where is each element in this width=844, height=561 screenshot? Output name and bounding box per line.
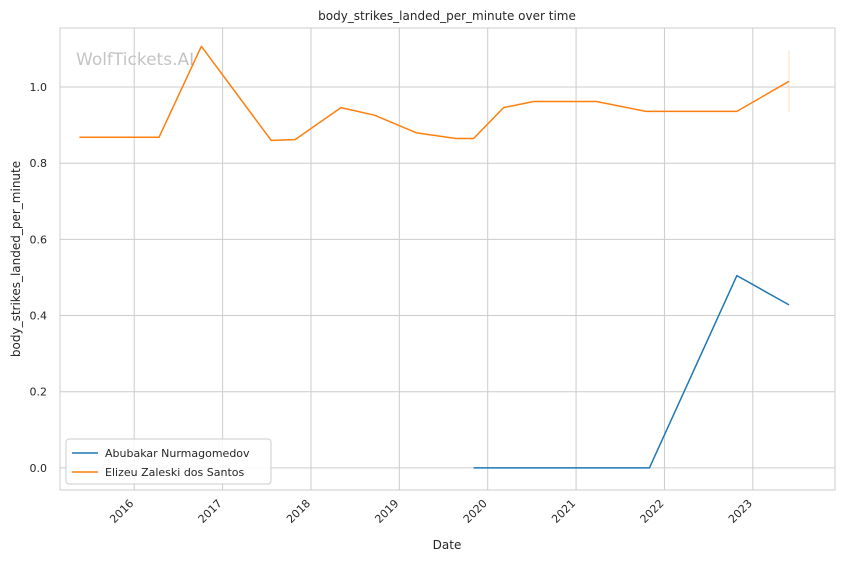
y-tick-label: 0.0 bbox=[30, 462, 48, 475]
y-tick-label: 0.8 bbox=[30, 157, 48, 170]
x-gridlines bbox=[133, 28, 754, 490]
series-layer bbox=[79, 45, 790, 469]
y-tick-labels: 0.0 0.2 0.4 0.6 0.8 1.0 bbox=[30, 81, 48, 475]
y-axis-label: body_strikes_landed_per_minute bbox=[9, 161, 23, 357]
y-tick-label: 0.4 bbox=[30, 310, 48, 323]
series-line-1 bbox=[79, 45, 790, 142]
chart-title: body_strikes_landed_per_minute over time bbox=[318, 9, 576, 23]
legend-label-abubakar: Abubakar Nurmagomedov bbox=[105, 447, 250, 460]
y-tick-label: 0.2 bbox=[30, 386, 48, 399]
legend-frame bbox=[65, 438, 272, 485]
legend-label-elizeu: Elizeu Zaleski dos Santos bbox=[105, 466, 245, 479]
y-tick-label: 0.6 bbox=[30, 233, 48, 246]
y-tick-label: 1.0 bbox=[30, 81, 48, 94]
series-line-0 bbox=[473, 274, 790, 469]
x-axis-label: Date bbox=[433, 538, 462, 552]
watermark: WolfTickets.AI bbox=[76, 50, 194, 70]
legend: Abubakar Nurmagomedov Elizeu Zaleski dos… bbox=[65, 438, 272, 485]
plot-area-frame bbox=[59, 27, 836, 491]
